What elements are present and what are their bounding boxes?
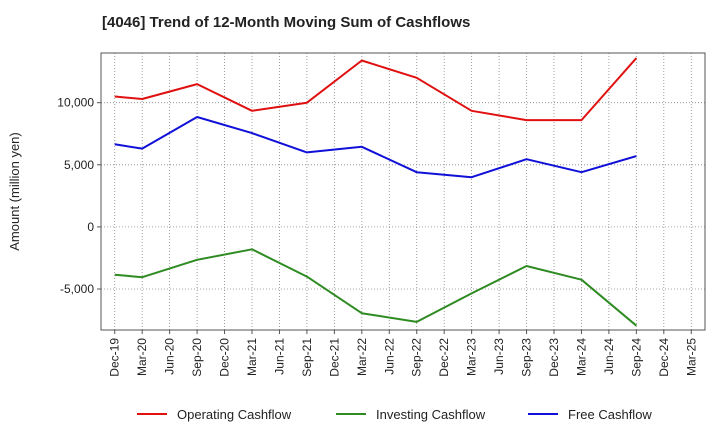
y-tick-label: 10,000	[57, 96, 94, 110]
y-axis-ticks: -5,000 0 5,000 10,000	[57, 96, 101, 296]
y-tick-label: 5,000	[64, 158, 94, 172]
x-tick-label: Sep-21	[300, 338, 314, 377]
y-axis-label: Amount (million yen)	[7, 132, 22, 251]
x-tick-label: Mar-24	[574, 338, 588, 376]
operating-cashflow-legend-label: Operating Cashflow	[177, 407, 292, 422]
investing-cashflow-legend-label: Investing Cashflow	[376, 407, 486, 422]
x-tick-label: Dec-20	[218, 338, 232, 377]
x-tick-label: Mar-23	[465, 338, 479, 376]
free-cashflow-line	[114, 116, 637, 179]
x-tick-label: Sep-24	[629, 338, 643, 377]
grid	[101, 53, 705, 330]
legend: Operating Cashflow Investing Cashflow Free…	[137, 407, 652, 422]
x-tick-label: Mar-20	[135, 338, 149, 376]
x-tick-label: Jun-20	[163, 338, 177, 375]
x-tick-label: Sep-22	[410, 338, 424, 377]
x-tick-label: Mar-22	[355, 338, 369, 376]
y-tick-label: -5,000	[60, 282, 94, 296]
chart-title: [4046] Trend of 12-Month Moving Sum of C…	[102, 14, 471, 31]
x-tick-label: Dec-24	[657, 338, 671, 377]
y-tick-label: 0	[87, 220, 94, 234]
x-tick-label: Jun-23	[492, 338, 506, 375]
investing-cashflow-line	[114, 248, 638, 327]
x-tick-label: Dec-23	[547, 338, 561, 377]
x-tick-label: Mar-25	[684, 338, 698, 376]
x-tick-label: Jun-22	[382, 338, 396, 375]
x-tick-label: Dec-21	[327, 338, 341, 377]
x-tick-label: Dec-22	[437, 338, 451, 377]
x-tick-label: Sep-23	[520, 338, 534, 377]
x-tick-label: Sep-20	[190, 338, 204, 377]
series-lines	[114, 57, 638, 327]
x-tick-label: Mar-21	[245, 338, 259, 376]
x-tick-label: Jun-24	[602, 338, 616, 375]
plot-frame	[100, 52, 706, 331]
x-axis-ticks: Dec-19 Mar-20 Jun-20 Sep-20 Dec-20 Mar-21 Jun-…	[108, 330, 698, 377]
operating-cashflow-line	[114, 57, 638, 122]
free-cashflow-legend-label: Free Cashflow	[568, 407, 652, 422]
x-tick-label: Dec-19	[108, 338, 122, 377]
x-tick-label: Jun-21	[272, 338, 286, 375]
